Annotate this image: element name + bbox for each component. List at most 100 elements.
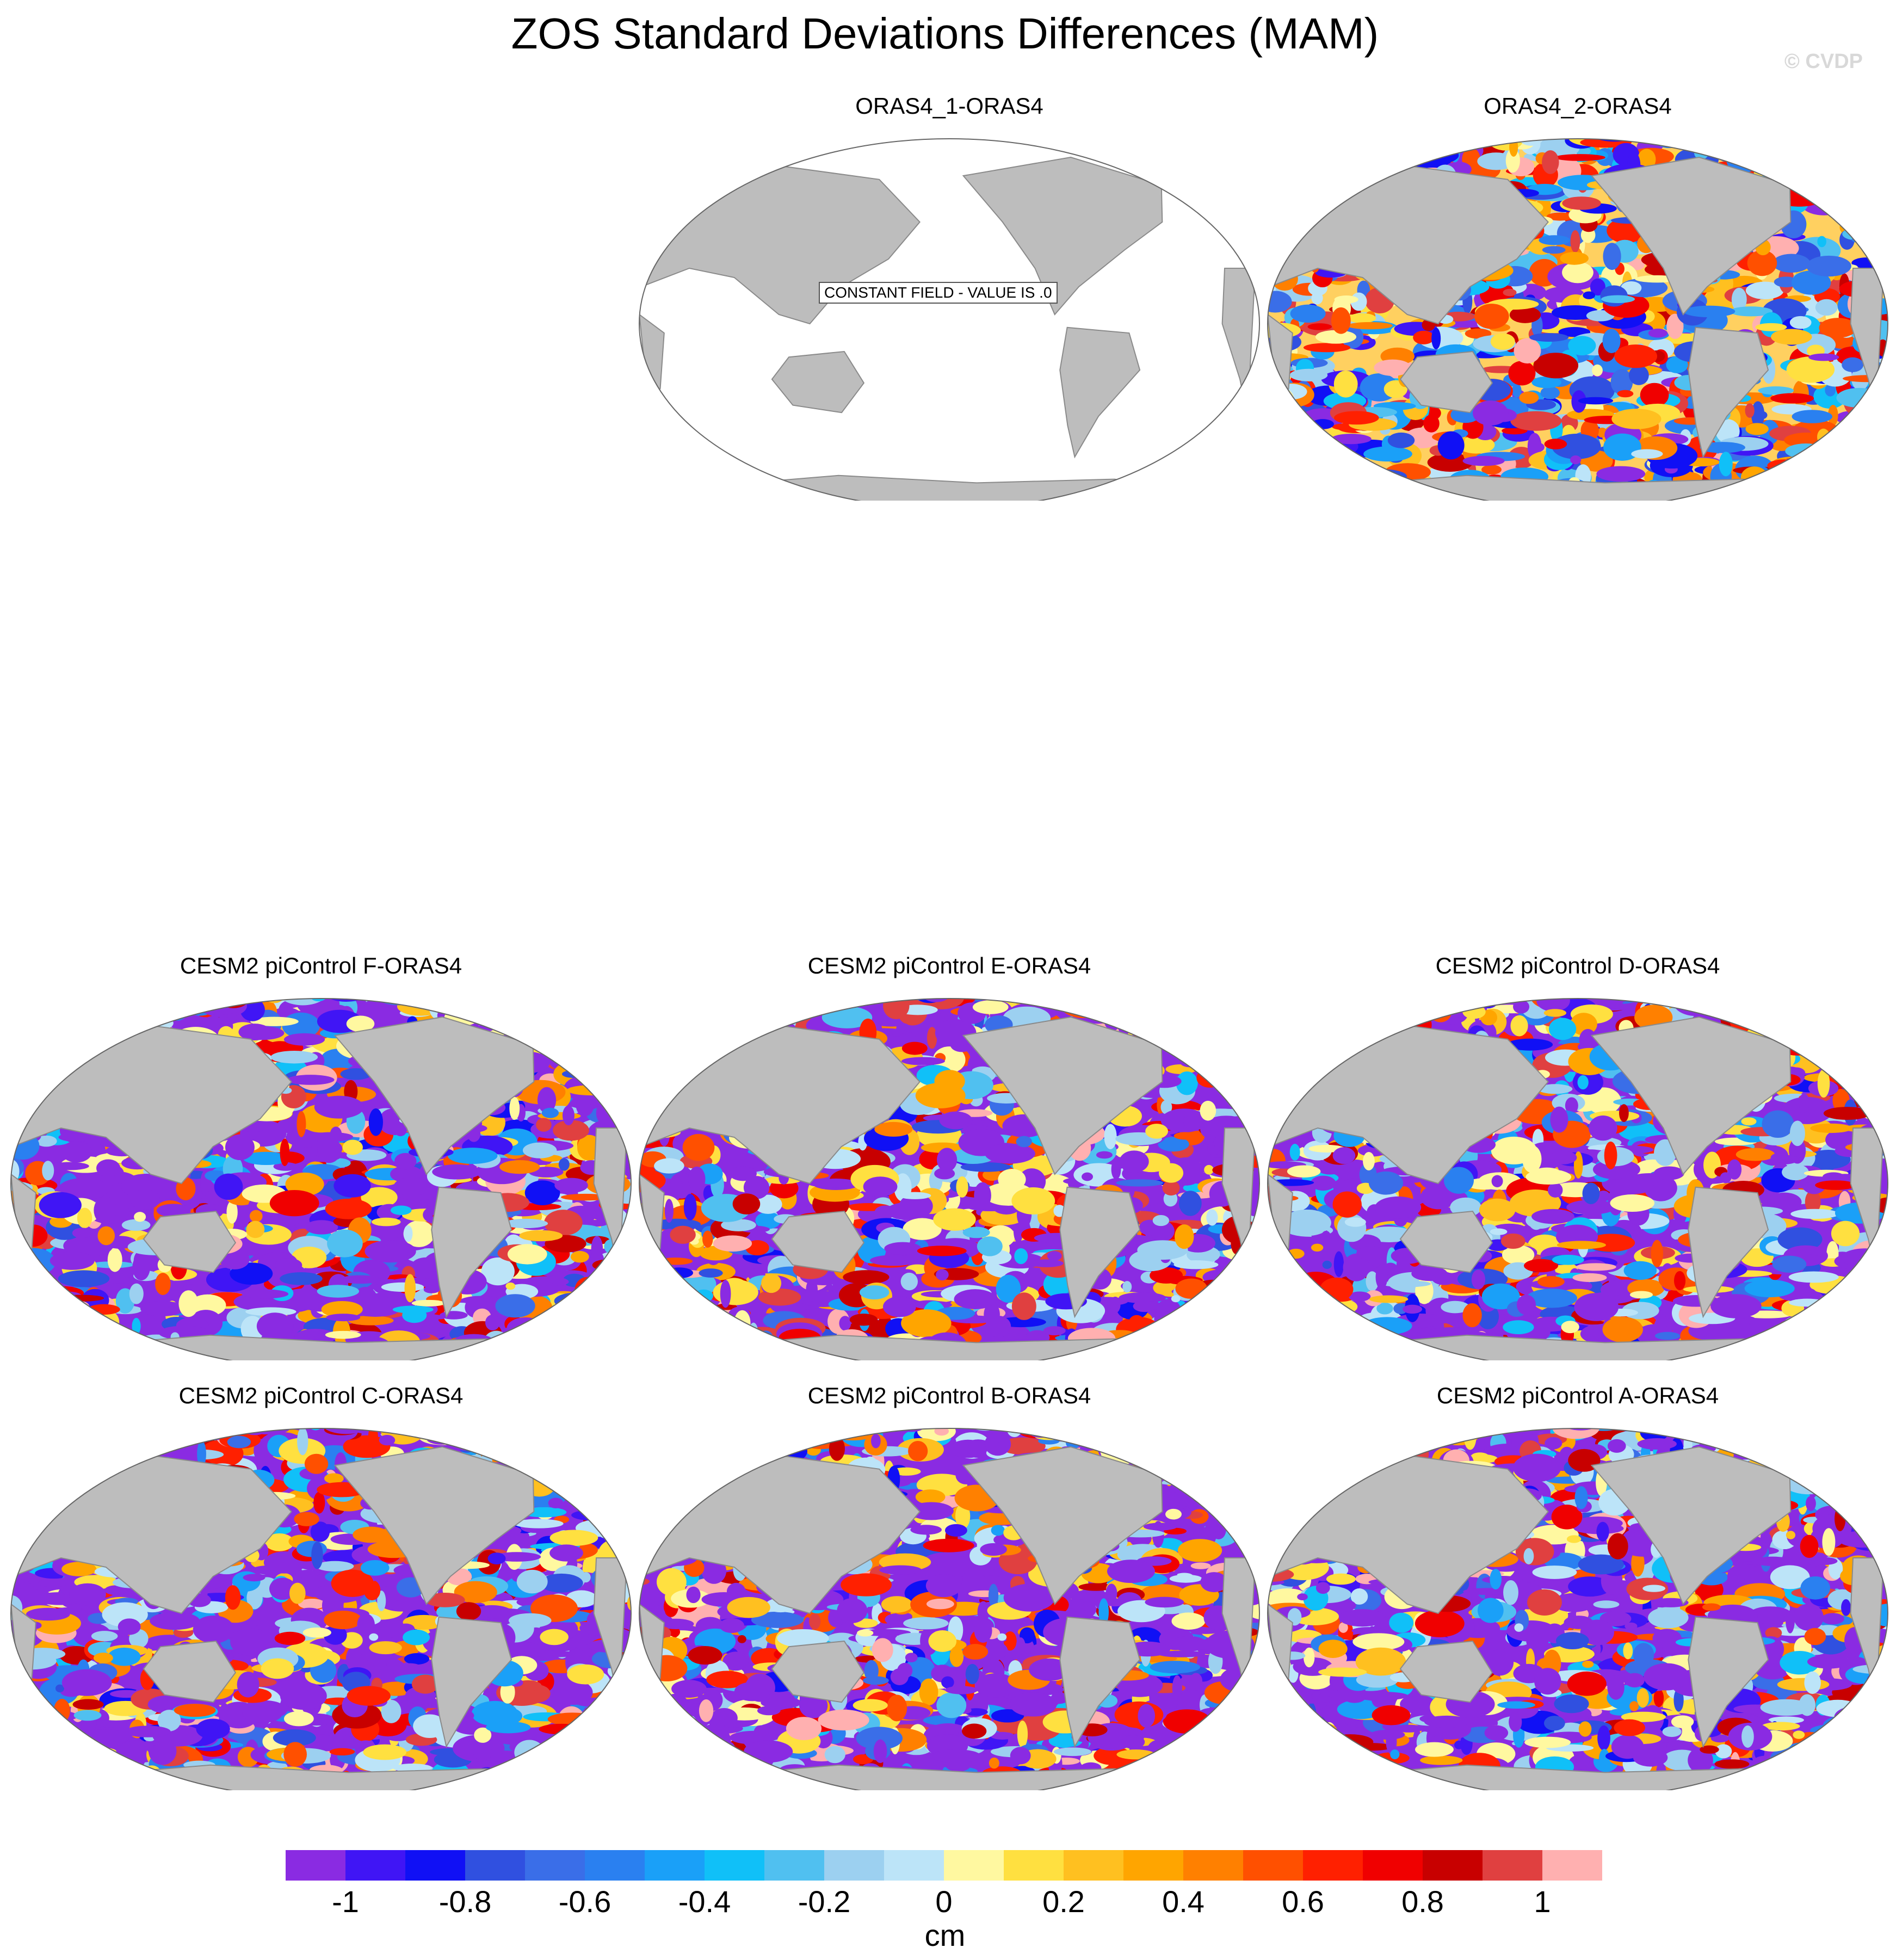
land-mass [962,1016,1163,1175]
field-cell [1805,181,1845,200]
field-cell [372,1217,401,1226]
field-cell [1474,304,1509,329]
field-cell [1445,139,1467,143]
field-cell [549,1342,558,1360]
field-cell [238,1024,271,1041]
field-cell [11,1283,35,1295]
field-cell [1319,149,1339,169]
field-cell [645,1334,689,1357]
field-cell [456,999,492,1010]
field-cell [1183,1113,1203,1130]
field-cell [1115,1345,1140,1359]
field-cell [1268,1110,1283,1126]
field-cell [1357,1020,1372,1044]
field-cell [1090,999,1101,1014]
field-cell [1745,281,1784,300]
field-cell [1268,429,1296,444]
field-cell [1772,254,1811,273]
field-cell [1268,272,1271,288]
field-cell [1239,1094,1259,1120]
field-cell [1275,384,1307,400]
field-cell [603,1059,631,1083]
field-cell [1047,1251,1062,1261]
field-cell [1769,1017,1797,1029]
field-cell [133,1249,152,1272]
field-cell [1745,423,1769,435]
field-cell [1819,318,1857,338]
field-cell [1396,485,1418,494]
field-cell [875,999,884,1002]
field-cell [1829,454,1874,481]
field-cell [1868,1005,1888,1014]
field-cell [745,999,774,1013]
field-cell [1856,1063,1883,1086]
field-cell [178,1290,199,1317]
field-cell [1617,390,1634,398]
field-cell [346,1015,375,1032]
field-cell [1592,364,1603,377]
field-cell [1284,1052,1297,1071]
field-cell [776,999,812,1003]
field-cell [1271,1261,1282,1282]
field-cell [900,1272,918,1291]
field-cell [1875,1290,1888,1314]
field-cell [670,1028,714,1051]
field-cell [1135,999,1147,1012]
field-cell [656,1306,680,1316]
field-cell [60,999,76,1002]
field-cell [1792,1326,1830,1340]
field-cell [1628,365,1649,385]
field-cell [1152,1215,1170,1226]
field-cell [598,1086,616,1102]
field-cell [107,1015,151,1032]
field-cell [21,1045,34,1069]
field-cell [985,1143,1035,1164]
field-cell [494,999,532,1013]
field-cell [1381,999,1430,1002]
field-cell [1816,139,1839,150]
field-cell [685,1047,723,1061]
field-cell [613,1241,631,1258]
field-cell [1165,999,1216,1016]
field-cell [984,1302,1000,1327]
field-cell [1314,469,1358,497]
field-cell [1742,142,1787,152]
field-cell [166,1352,198,1360]
field-cell [1230,1261,1259,1271]
field-cell [1293,1041,1342,1057]
field-cell [1027,999,1058,1001]
field-cell [11,1055,52,1078]
field-cell [675,1048,703,1074]
field-cell [603,999,631,1001]
field-cell [11,1128,22,1139]
field-cell [1304,161,1345,190]
field-cell [544,1210,583,1236]
field-cell [943,985,960,993]
field-cell [1196,1047,1249,1073]
field-cell [1262,1269,1268,1279]
field-cell [225,1134,255,1160]
field-cell [649,1067,660,1094]
field-cell [1542,140,1552,153]
field-cell [1845,150,1888,168]
field-cell [639,1003,645,1014]
field-cell [29,999,52,1012]
field-cell [1268,194,1291,214]
field-cell [317,1136,341,1163]
field-cell [1886,391,1888,409]
field-cell [1064,999,1103,1005]
field-cell [507,999,546,1005]
field-cell [1178,1191,1202,1216]
field-cell [1158,1137,1189,1152]
field-cell [298,985,339,999]
field-cell [1321,171,1335,191]
field-cell [1146,1015,1190,1043]
field-cell [575,999,601,1002]
field-cell [58,999,88,1005]
field-cell [1835,139,1855,140]
field-cell [155,1273,171,1295]
field-cell [1383,478,1398,485]
field-cell [368,1108,384,1136]
field-cell [11,1246,33,1267]
field-cell [1828,139,1878,140]
